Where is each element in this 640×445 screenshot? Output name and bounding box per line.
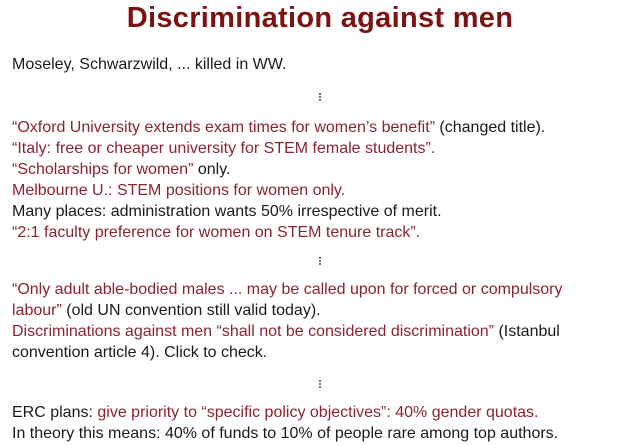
vertical-ellipsis-icon xyxy=(317,92,323,102)
text-line: “Scholarships for women” only. xyxy=(12,160,230,180)
highlighted-text: Melbourne U.: STEM positions for women o… xyxy=(12,182,346,199)
text-segment: Moseley, Schwarzwild, ... killed in WW. xyxy=(12,56,287,73)
text-line: Moseley, Schwarzwild, ... killed in WW. xyxy=(12,55,286,75)
slide-title: Discrimination against men xyxy=(126,2,514,34)
text-line: “Only adult able-bodied males ... may be… xyxy=(12,280,563,300)
highlighted-text: Discriminations against men “shall not b… xyxy=(12,323,494,340)
text-line: In theory this means: 40% of funds to 10… xyxy=(12,424,558,444)
highlighted-text: labour” xyxy=(12,302,62,319)
vertical-ellipsis-icon xyxy=(317,256,323,266)
highlighted-text: “2:1 faculty preference for women on STE… xyxy=(12,224,421,241)
text-line: Many places: administration wants 50% ir… xyxy=(12,202,442,222)
text-line: ERC plans: give priority to “specific po… xyxy=(12,403,538,423)
text-segment: convention article 4). Click to check. xyxy=(12,344,268,361)
text-line: labour” (old UN convention still valid t… xyxy=(12,301,321,321)
highlighted-text: “Italy: free or cheaper university for S… xyxy=(12,140,436,157)
text-segment: only. xyxy=(193,161,231,178)
text-segment: In theory this means: 40% of funds to 10… xyxy=(12,425,559,442)
text-line: “2:1 faculty preference for women on STE… xyxy=(12,223,420,243)
text-line: Melbourne U.: STEM positions for women o… xyxy=(12,181,345,201)
text-segment: Many places: administration wants 50% ir… xyxy=(12,203,442,220)
text-segment: ERC plans: xyxy=(12,404,98,421)
highlighted-text: “Only adult able-bodied males ... may be… xyxy=(12,281,563,298)
text-line: “Italy: free or cheaper university for S… xyxy=(12,139,435,159)
highlighted-text: give priority to “specific policy object… xyxy=(97,404,539,421)
highlighted-text: “Oxford University extends exam times fo… xyxy=(12,119,435,136)
text-line: “Oxford University extends exam times fo… xyxy=(12,118,545,138)
text-line: Discriminations against men “shall not b… xyxy=(12,322,560,342)
highlighted-text: “Scholarships for women” xyxy=(12,161,194,178)
text-segment: (changed title). xyxy=(434,119,546,136)
text-segment: (Istanbul xyxy=(494,323,560,340)
vertical-ellipsis-icon xyxy=(317,379,323,389)
text-line: convention article 4). Click to check. xyxy=(12,343,267,363)
text-segment: (old UN convention still valid today). xyxy=(61,302,321,319)
